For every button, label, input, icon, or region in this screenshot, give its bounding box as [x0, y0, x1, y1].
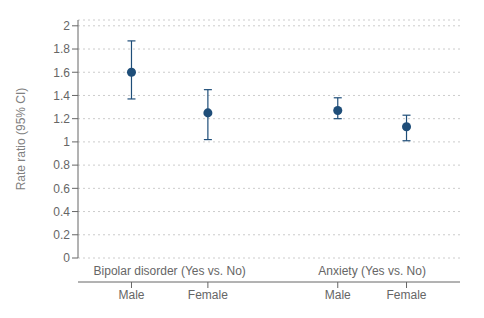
svg-text:0.4: 0.4: [53, 205, 70, 219]
svg-text:0.2: 0.2: [53, 228, 70, 242]
svg-text:Rate ratio (95% CI): Rate ratio (95% CI): [14, 88, 28, 191]
svg-text:1: 1: [63, 135, 70, 149]
svg-text:Male: Male: [325, 288, 351, 302]
svg-text:Female: Female: [188, 288, 228, 302]
svg-text:1.8: 1.8: [53, 42, 70, 56]
svg-text:2: 2: [63, 19, 70, 33]
svg-text:1.2: 1.2: [53, 112, 70, 126]
svg-text:0: 0: [63, 251, 70, 265]
svg-text:1.6: 1.6: [53, 66, 70, 80]
svg-text:Male: Male: [118, 288, 144, 302]
svg-text:0.6: 0.6: [53, 182, 70, 196]
svg-text:Female: Female: [387, 288, 427, 302]
svg-text:0.8: 0.8: [53, 158, 70, 172]
svg-text:1.4: 1.4: [53, 89, 70, 103]
svg-text:Bipolar disorder (Yes vs. No): Bipolar disorder (Yes vs. No): [94, 264, 246, 278]
svg-text:Anxiety (Yes vs. No): Anxiety (Yes vs. No): [318, 264, 426, 278]
